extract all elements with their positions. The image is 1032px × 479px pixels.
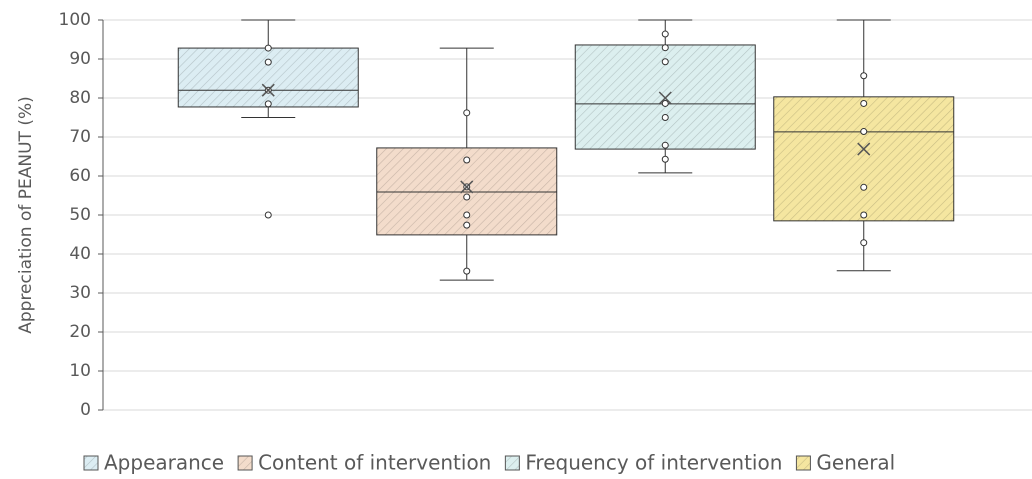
data-point: [860, 128, 868, 136]
mean-marker: [460, 180, 474, 194]
data-point: [661, 99, 669, 107]
data-point: [661, 114, 669, 121]
legend-text: Frequency of intervention: [525, 451, 782, 475]
y-tick-label: 100: [59, 10, 91, 30]
data-point: [264, 58, 272, 66]
y-tick-label: 60: [69, 166, 91, 186]
mean-marker: [658, 91, 672, 105]
legend-swatch: [237, 455, 253, 471]
data-point: [264, 44, 272, 52]
box: [177, 47, 359, 108]
legend-swatch: [795, 455, 811, 471]
data-point: [860, 239, 868, 247]
legend-text: Content of intervention: [258, 451, 491, 475]
data-point: [860, 211, 868, 219]
data-point: [463, 221, 471, 229]
data-point: [661, 155, 669, 163]
data-point: [264, 100, 272, 108]
legend-swatch: [83, 455, 99, 471]
box: [773, 96, 955, 222]
mean-marker: [857, 142, 871, 156]
data-point: [661, 141, 669, 149]
data-point: [860, 72, 868, 80]
data-point: [463, 156, 471, 164]
y-tick-label: 50: [69, 205, 91, 225]
data-point: [661, 58, 669, 66]
y-tick-label: 70: [69, 127, 91, 147]
data-point: [860, 183, 868, 191]
mean-marker: [261, 83, 275, 97]
y-tick-label: 80: [69, 88, 91, 108]
data-point: [661, 44, 669, 52]
data-point: [463, 267, 471, 275]
data-point: [860, 99, 868, 107]
data-point: [463, 193, 471, 201]
y-tick-label: 40: [69, 244, 91, 264]
y-tick-label: 30: [69, 283, 91, 303]
y-tick-label: 10: [69, 361, 91, 381]
legend-text: Appearance: [104, 451, 224, 475]
legend-swatch: [504, 455, 520, 471]
y-axis-label: Appreciation of PEANUT (%): [16, 96, 36, 334]
y-tick-label: 20: [69, 322, 91, 342]
data-point: [463, 109, 471, 117]
y-tick-label: 0: [80, 400, 91, 420]
data-point: [463, 211, 471, 219]
data-point: [264, 211, 272, 219]
data-point: [661, 30, 669, 38]
legend-text: General: [816, 451, 895, 475]
y-tick-label: 90: [69, 49, 91, 69]
